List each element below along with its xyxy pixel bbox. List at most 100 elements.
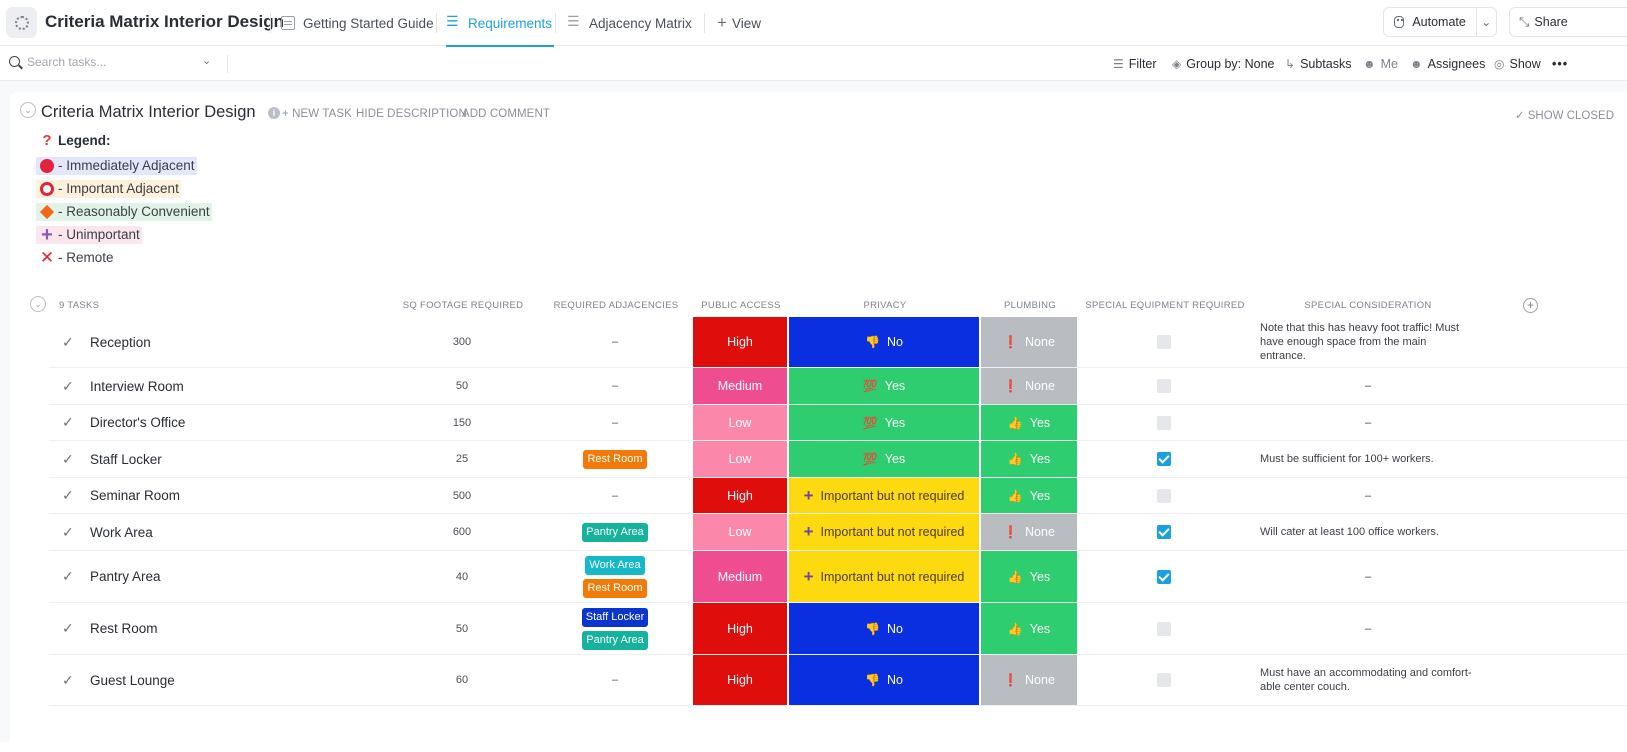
special-consideration[interactable]: Note that this has heavy foot traffic! M… [1260, 322, 1460, 362]
privacy-cell[interactable]: 💯 Yes [789, 368, 980, 404]
check-icon[interactable]: ✓ [62, 523, 74, 540]
tab-adjacency-matrix[interactable]: Adjacency Matrix [567, 0, 692, 46]
info-icon[interactable]: i [268, 107, 280, 119]
privacy-cell[interactable]: 👎 No [789, 317, 980, 367]
table-row[interactable]: ✓ Reception 300 – High 👎 No ❗ None Note t… [49, 317, 1627, 368]
tab-requirements[interactable]: Requirements [446, 0, 555, 47]
plumbing-cell[interactable]: ❗ None [981, 368, 1077, 404]
add-comment-button[interactable]: ADD COMMENT [462, 108, 550, 120]
privacy-cell[interactable]: + Important but not required [789, 514, 980, 550]
collapse-list-icon[interactable]: ⌄ [20, 102, 36, 118]
special-consideration[interactable]: – [1364, 570, 1372, 583]
sqft-value[interactable]: 600 [452, 526, 472, 538]
public-access-cell[interactable]: High [693, 478, 788, 513]
plumbing-cell[interactable]: 👍 Yes [981, 405, 1077, 440]
public-access-cell[interactable]: High [693, 317, 788, 367]
special-equipment-checkbox[interactable] [1157, 525, 1171, 539]
tab-getting-started[interactable]: Getting Started Guide [281, 0, 434, 46]
public-access-cell[interactable]: High [693, 603, 788, 654]
column-special-consideration[interactable]: SPECIAL CONSIDERATION [1304, 300, 1432, 311]
required-adjacencies[interactable]: – [567, 317, 663, 367]
add-view-button[interactable]: + View [717, 0, 761, 46]
check-icon[interactable]: ✓ [62, 487, 74, 503]
sqft-value[interactable]: 150 [452, 416, 472, 429]
public-access-cell[interactable]: Medium [693, 368, 788, 404]
adjacency-tag[interactable]: Rest Room [583, 578, 647, 598]
sqft-value[interactable]: 50 [455, 622, 469, 635]
adjacency-tag[interactable]: Staff Locker [581, 607, 649, 627]
table-row[interactable]: ✓ Guest Lounge 60 – High 👎 No ❗ None Must… [49, 655, 1627, 706]
special-equipment-checkbox[interactable] [1157, 569, 1171, 584]
special-equipment-checkbox[interactable] [1157, 488, 1171, 503]
required-adjacencies[interactable]: Work Area Rest Room [567, 551, 663, 602]
special-consideration[interactable]: – [1364, 380, 1372, 392]
plumbing-cell[interactable]: ❗ None [981, 514, 1077, 550]
public-access-cell[interactable]: Medium [693, 551, 788, 602]
public-access-cell[interactable]: Low [693, 405, 788, 440]
adjacency-tag[interactable]: Work Area [585, 555, 645, 575]
task-name[interactable]: Director's Office [90, 415, 186, 430]
sqft-value[interactable]: 50 [455, 380, 469, 392]
show-closed-button[interactable]: ✓ SHOW CLOSED [1514, 110, 1614, 122]
special-consideration[interactable]: – [1364, 622, 1372, 635]
sqft-value[interactable]: 300 [452, 336, 472, 348]
sqft-value[interactable]: 500 [452, 489, 472, 502]
share-button[interactable]: ⤡ Share [1509, 7, 1627, 37]
required-adjacencies[interactable]: Pantry Area [567, 514, 663, 550]
more-icon[interactable]: ••• [1552, 56, 1569, 71]
hide-description-button[interactable]: HIDE DESCRIPTION [356, 108, 467, 120]
table-row[interactable]: ✓ Interview Room 50 – Medium 💯 Yes ❗ None… [49, 368, 1627, 405]
public-access-cell[interactable]: High [693, 655, 788, 705]
sqft-value[interactable]: 25 [455, 453, 469, 465]
task-name[interactable]: Seminar Room [90, 488, 181, 503]
special-consideration[interactable]: Must be sufficient for 100+ workers. [1260, 453, 1434, 465]
show-button[interactable]: ◎ Show [1494, 46, 1541, 81]
task-name[interactable]: Work Area [90, 524, 153, 540]
column-privacy[interactable]: PRIVACY [863, 300, 907, 311]
sqft-value[interactable]: 40 [455, 570, 469, 583]
subtasks-button[interactable]: ↳ Subtasks [1285, 46, 1351, 81]
check-icon[interactable]: ✓ [62, 333, 74, 350]
chevron-down-icon[interactable]: ⌄ [1481, 15, 1492, 29]
plumbing-cell[interactable]: 👍 Yes [981, 551, 1077, 602]
check-icon[interactable]: ✓ [62, 620, 74, 636]
special-consideration[interactable]: Must have an accommodating and comfort-a… [1260, 667, 1472, 693]
table-row[interactable]: ✓ Work Area 600 Pantry Area Low + Importa… [49, 514, 1627, 551]
space-icon[interactable] [6, 7, 37, 38]
table-row[interactable]: ✓ Seminar Room 500 – High + Important but… [49, 478, 1627, 514]
check-icon[interactable]: ✓ [62, 377, 74, 394]
required-adjacencies[interactable]: – [567, 405, 663, 440]
column-required-adjacencies[interactable]: REQUIRED ADJACENCIES [553, 300, 679, 311]
special-equipment-checkbox[interactable] [1157, 621, 1171, 636]
special-equipment-checkbox[interactable] [1157, 673, 1171, 687]
special-equipment-checkbox[interactable] [1157, 379, 1171, 393]
privacy-cell[interactable]: 💯 Yes [789, 405, 980, 440]
public-access-cell[interactable]: Low [693, 514, 788, 550]
adjacency-tag[interactable]: Pantry Area [582, 630, 648, 650]
privacy-cell[interactable]: + Important but not required [789, 551, 980, 602]
new-task-button[interactable]: + NEW TASK [282, 108, 352, 120]
required-adjacencies[interactable]: Rest Room [567, 441, 663, 477]
special-consideration[interactable]: Will cater at least 100 office workers. [1260, 526, 1439, 538]
add-column-icon[interactable]: + [1523, 298, 1538, 313]
me-button[interactable]: ☻ Me [1363, 46, 1398, 81]
task-name[interactable]: Guest Lounge [90, 672, 175, 688]
adjacency-tag[interactable]: Pantry Area [582, 522, 648, 542]
table-row[interactable]: ✓ Director's Office 150 – Low 💯 Yes 👍 Yes… [49, 405, 1627, 441]
required-adjacencies[interactable]: Staff Locker Pantry Area [567, 603, 663, 654]
column-plumbing[interactable]: PLUMBING [1003, 300, 1057, 311]
special-equipment-checkbox[interactable] [1157, 415, 1171, 430]
task-name[interactable]: Interview Room [90, 378, 184, 394]
task-name[interactable]: Pantry Area [90, 569, 161, 584]
special-equipment-checkbox[interactable] [1157, 335, 1171, 349]
search-input[interactable] [27, 55, 197, 69]
group-by-button[interactable]: ◈ Group by: None [1172, 46, 1274, 81]
required-adjacencies[interactable]: – [567, 655, 663, 705]
plumbing-cell[interactable]: ❗ None [981, 655, 1077, 705]
plumbing-cell[interactable]: 👍 Yes [981, 603, 1077, 654]
special-equipment-checkbox[interactable] [1157, 452, 1171, 466]
column-sqft[interactable]: SQ FOOTAGE REQUIRED [402, 300, 524, 311]
plumbing-cell[interactable]: 👍 Yes [981, 441, 1077, 477]
public-access-cell[interactable]: Low [693, 441, 788, 477]
column-special-equipment[interactable]: SPECIAL EQUIPMENT REQUIRED [1085, 300, 1245, 311]
